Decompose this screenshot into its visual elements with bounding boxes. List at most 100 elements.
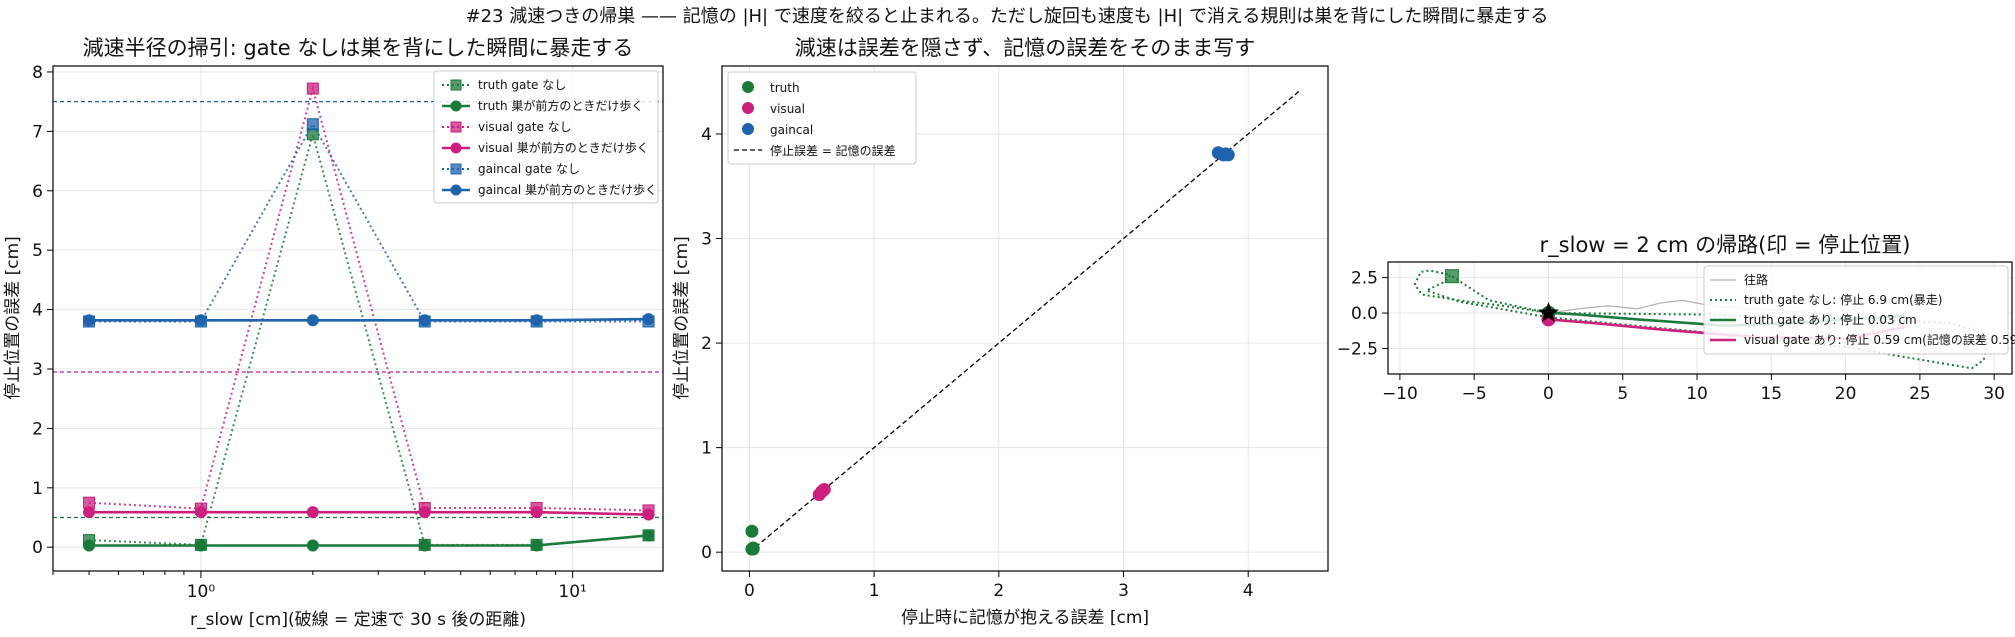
y-tick-label: 0 [701, 543, 712, 563]
legend-swatch-marker [742, 102, 754, 114]
scatter-point [745, 524, 759, 538]
panel-scatter-xlabel: 停止時に記憶が抱える誤差 [cm] [901, 608, 1149, 628]
panel-scatter-series [745, 89, 1301, 556]
panel-path-ticks: 2.5 0.0 −2.5 −10 −5 0 5 10 15 20 25 30 [1337, 269, 2005, 404]
legend-entry: truth gate なし: 停止 6.9 cm(暴走) [1744, 292, 1942, 307]
panel-scatter-ylabel: 停止位置の誤差 [cm] [672, 236, 692, 400]
y-tick-label: 0 [32, 538, 43, 558]
panel-sweep-reference-lines [53, 101, 663, 519]
series-line [88, 130, 649, 546]
scatter-point [1221, 148, 1235, 162]
panel-path-legend: 往路 truth gate なし: 停止 6.9 cm(暴走) truth gate… [1703, 265, 2015, 355]
x-tick-label: 30 [1983, 384, 2005, 404]
data-point [306, 314, 319, 327]
data-point [530, 506, 543, 519]
series-truth [745, 524, 760, 556]
data-point [642, 508, 655, 521]
panel-scatter-ticks: 0 1 2 3 4 0 1 2 3 4 [701, 125, 1253, 601]
data-point [642, 529, 655, 542]
y-tick-label: 3 [32, 360, 43, 380]
panel-scatter-legend: truth visual gaincal 停止誤差 = 記憶の誤差 [727, 71, 917, 165]
series-gaincal [1211, 146, 1235, 162]
legend-entry: truth gate あり: 停止 0.03 cm [1744, 312, 1917, 327]
x-tick-label: 15 [1760, 384, 1782, 404]
figure-suptitle: #23 減速つきの帰巣 —— 記憶の |H| で速度を絞ると止まれる。ただし旋回… [466, 6, 1549, 27]
panel-scatter-title: 減速は誤差を隠さず、記憶の誤差をそのまま写す [795, 36, 1256, 60]
x-tick-label: 2 [993, 581, 1004, 601]
scatter-point [746, 541, 760, 555]
y-tick-label: 1 [32, 479, 43, 499]
series-gated [83, 529, 655, 552]
legend-entry: 停止誤差 = 記憶の誤差 [770, 143, 896, 158]
legend-swatch-marker [450, 121, 462, 133]
panel-scatter: 減速は誤差を隠さず、記憶の誤差をそのまま写す 0 1 2 3 4 0 1 2 3 4 停止時に記憶… [672, 36, 1329, 628]
x-tick-label: −5 [1462, 384, 1487, 404]
data-point [306, 118, 319, 131]
legend-entry: gaincal gate なし [478, 162, 580, 176]
legend-frame [1703, 265, 2009, 355]
legend-entry: truth gate なし [478, 78, 566, 92]
series-gated [83, 506, 655, 521]
y-tick-label: 8 [32, 63, 43, 83]
legend-entry: truth [770, 81, 800, 95]
data-point [194, 539, 207, 552]
series-line [89, 122, 649, 323]
x-tick-label: 20 [1835, 384, 1857, 404]
x-tick-label: 25 [1909, 384, 1931, 404]
panel-sweep-ticks: 0 1 2 3 4 5 6 7 8 10⁰ 10¹ [32, 63, 587, 602]
data-point [83, 539, 96, 552]
y-tick-label: 0.0 [1351, 304, 1378, 324]
path-series [1413, 269, 1990, 370]
legend-swatch-marker [450, 100, 462, 112]
y-tick-label: 2 [701, 334, 712, 354]
legend-swatch-marker [450, 163, 462, 175]
panel-path-title: r_slow = 2 cm の帰路(印 = 停止位置) [1540, 233, 1911, 258]
x-tick-label: 0 [744, 581, 755, 601]
series-gated [83, 313, 655, 327]
data-point [642, 313, 655, 326]
data-point [306, 506, 319, 519]
series-line [88, 84, 649, 512]
x-tick-label: 3 [1118, 581, 1129, 601]
series-line [89, 317, 649, 322]
legend-entry: 往路 [1744, 272, 1768, 287]
panel-sweep-title: 減速半径の掃引: gate なしは巣を背にした瞬間に暴走する [83, 36, 634, 60]
x-tick-label: 1 [869, 581, 880, 601]
legend-entry: visual [770, 102, 805, 116]
legend-entry: visual gate なし [478, 120, 572, 134]
series-visual [812, 482, 831, 502]
legend-swatch-marker [450, 184, 462, 196]
x-tick-label: 10⁰ [187, 582, 216, 602]
data-point [83, 314, 96, 327]
panel-path: r_slow = 2 cm の帰路(印 = 停止位置) 2.5 0.0 −2.5 −1… [1337, 233, 2015, 404]
legend-entry: visual 巣が前方のときだけ歩く [478, 140, 649, 155]
data-point [306, 82, 319, 95]
path-line [1413, 269, 1990, 370]
data-point [418, 314, 431, 327]
legend-swatch-marker [450, 142, 462, 154]
panel-sweep-ylabel: 停止位置の誤差 [cm] [3, 236, 23, 400]
series-line [89, 510, 649, 516]
data-point [306, 539, 319, 552]
legend-frame [727, 71, 917, 165]
y-tick-label: −2.5 [1337, 339, 1378, 359]
y-tick-label: 7 [32, 122, 43, 142]
legend-swatch-marker [742, 123, 754, 135]
legend-frame [433, 70, 659, 204]
y-tick-label: 6 [32, 182, 43, 202]
series-line [89, 534, 649, 547]
legend-entry: visual gate あり: 停止 0.59 cm(記憶の誤差 0.59) [1744, 332, 2015, 347]
legend-entry: gaincal 巣が前方のときだけ歩く [478, 182, 657, 197]
nest-star-icon [1538, 302, 1559, 322]
data-point [194, 506, 207, 519]
data-point [530, 539, 543, 552]
legend-entry: truth 巣が前方のときだけ歩く [478, 98, 643, 113]
panel-scatter-grid [722, 66, 1328, 571]
data-point [418, 539, 431, 552]
x-tick-label: 5 [1617, 384, 1628, 404]
panel-sweep-legend: truth gate なし truth 巣が前方のときだけ歩く visual gat… [433, 70, 659, 204]
x-tick-label: 10¹ [558, 582, 586, 602]
panel-path-frame [1387, 261, 2013, 375]
y-tick-label: 1 [701, 439, 712, 459]
